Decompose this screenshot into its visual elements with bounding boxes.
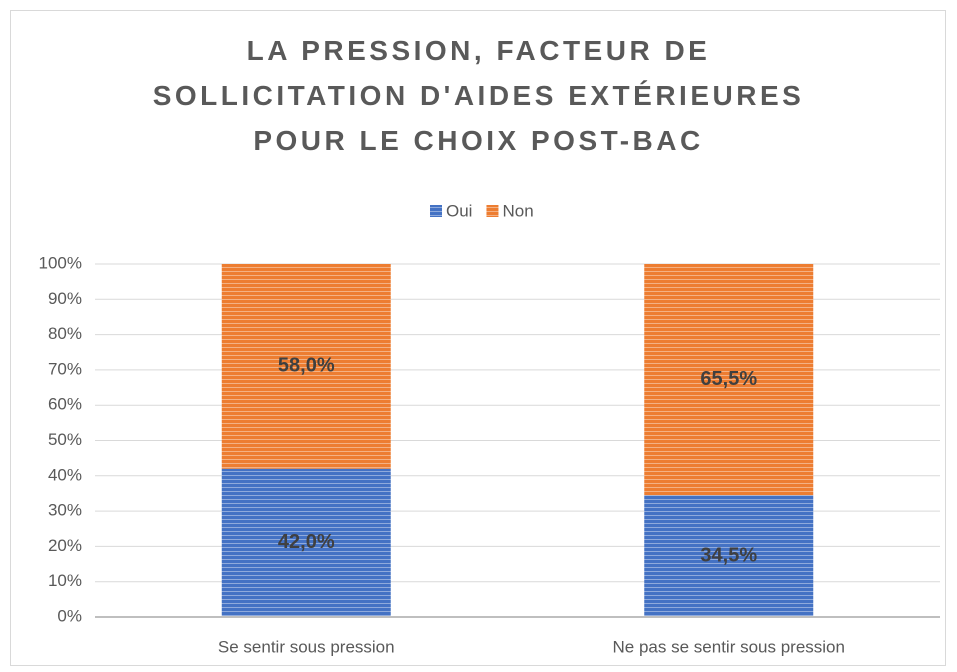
y-tick-label: 90%	[48, 289, 82, 308]
bar-segment	[221, 468, 391, 617]
y-tick-label: 0%	[57, 606, 82, 625]
bar-segment	[644, 264, 814, 496]
data-label: 42,0%	[278, 531, 335, 553]
legend-label: Non	[502, 201, 533, 220]
y-tick-label: 100%	[39, 253, 82, 272]
y-tick-label: 50%	[48, 430, 82, 449]
x-tick-label: Se sentir sous pression	[218, 637, 395, 656]
data-label: 65,5%	[700, 368, 757, 390]
y-tick-label: 70%	[48, 359, 82, 378]
y-tick-label: 40%	[48, 465, 82, 484]
y-tick-label: 80%	[48, 324, 82, 343]
data-label: 58,0%	[278, 355, 335, 377]
bar-segment	[644, 495, 814, 617]
y-tick-label: 20%	[48, 536, 82, 555]
bar-segment	[221, 264, 391, 469]
chart-border	[10, 10, 946, 666]
data-label: 34,5%	[700, 544, 757, 566]
chart-title: LA PRESSION, FACTEUR DE SOLLICITATION D'…	[152, 35, 805, 156]
legend-swatch	[486, 205, 499, 217]
title-box: LA PRESSION, FACTEUR DE SOLLICITATION D'…	[0, 28, 957, 163]
x-tick-label: Ne pas se sentir sous pression	[613, 637, 845, 656]
y-tick-label: 60%	[48, 395, 82, 414]
legend-label: Oui	[446, 201, 472, 220]
y-tick-label: 10%	[48, 571, 82, 590]
legend-swatch	[430, 205, 442, 217]
y-tick-label: 30%	[48, 501, 82, 520]
